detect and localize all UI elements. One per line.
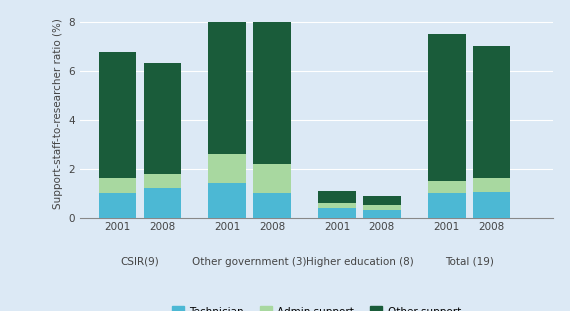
Bar <box>99 52 136 179</box>
Text: Higher education (8): Higher education (8) <box>306 257 413 267</box>
Bar <box>209 154 246 183</box>
Bar <box>318 203 356 208</box>
Text: Other government (3): Other government (3) <box>193 257 307 267</box>
Bar <box>99 193 136 218</box>
Bar <box>318 191 356 203</box>
Bar <box>428 181 466 193</box>
Bar <box>253 164 291 193</box>
Bar <box>363 196 401 206</box>
Text: Total (19): Total (19) <box>445 257 494 267</box>
Bar <box>428 193 466 218</box>
Bar <box>473 179 510 192</box>
Bar <box>363 206 401 210</box>
Bar <box>209 21 246 154</box>
Legend: Technician, Admin support, Other support: Technician, Admin support, Other support <box>168 302 465 311</box>
Bar <box>473 46 510 179</box>
Bar <box>253 193 291 218</box>
Bar <box>209 183 246 218</box>
Bar <box>428 34 466 181</box>
Bar <box>253 21 291 164</box>
Bar <box>99 179 136 193</box>
Bar <box>144 174 181 188</box>
Text: CSIR(9): CSIR(9) <box>121 257 160 267</box>
Bar <box>473 192 510 218</box>
Y-axis label: Support-staff-to-researcher ratio (%): Support-staff-to-researcher ratio (%) <box>53 18 63 209</box>
Bar <box>363 210 401 218</box>
Bar <box>318 208 356 218</box>
Bar <box>144 63 181 174</box>
Bar <box>144 188 181 218</box>
